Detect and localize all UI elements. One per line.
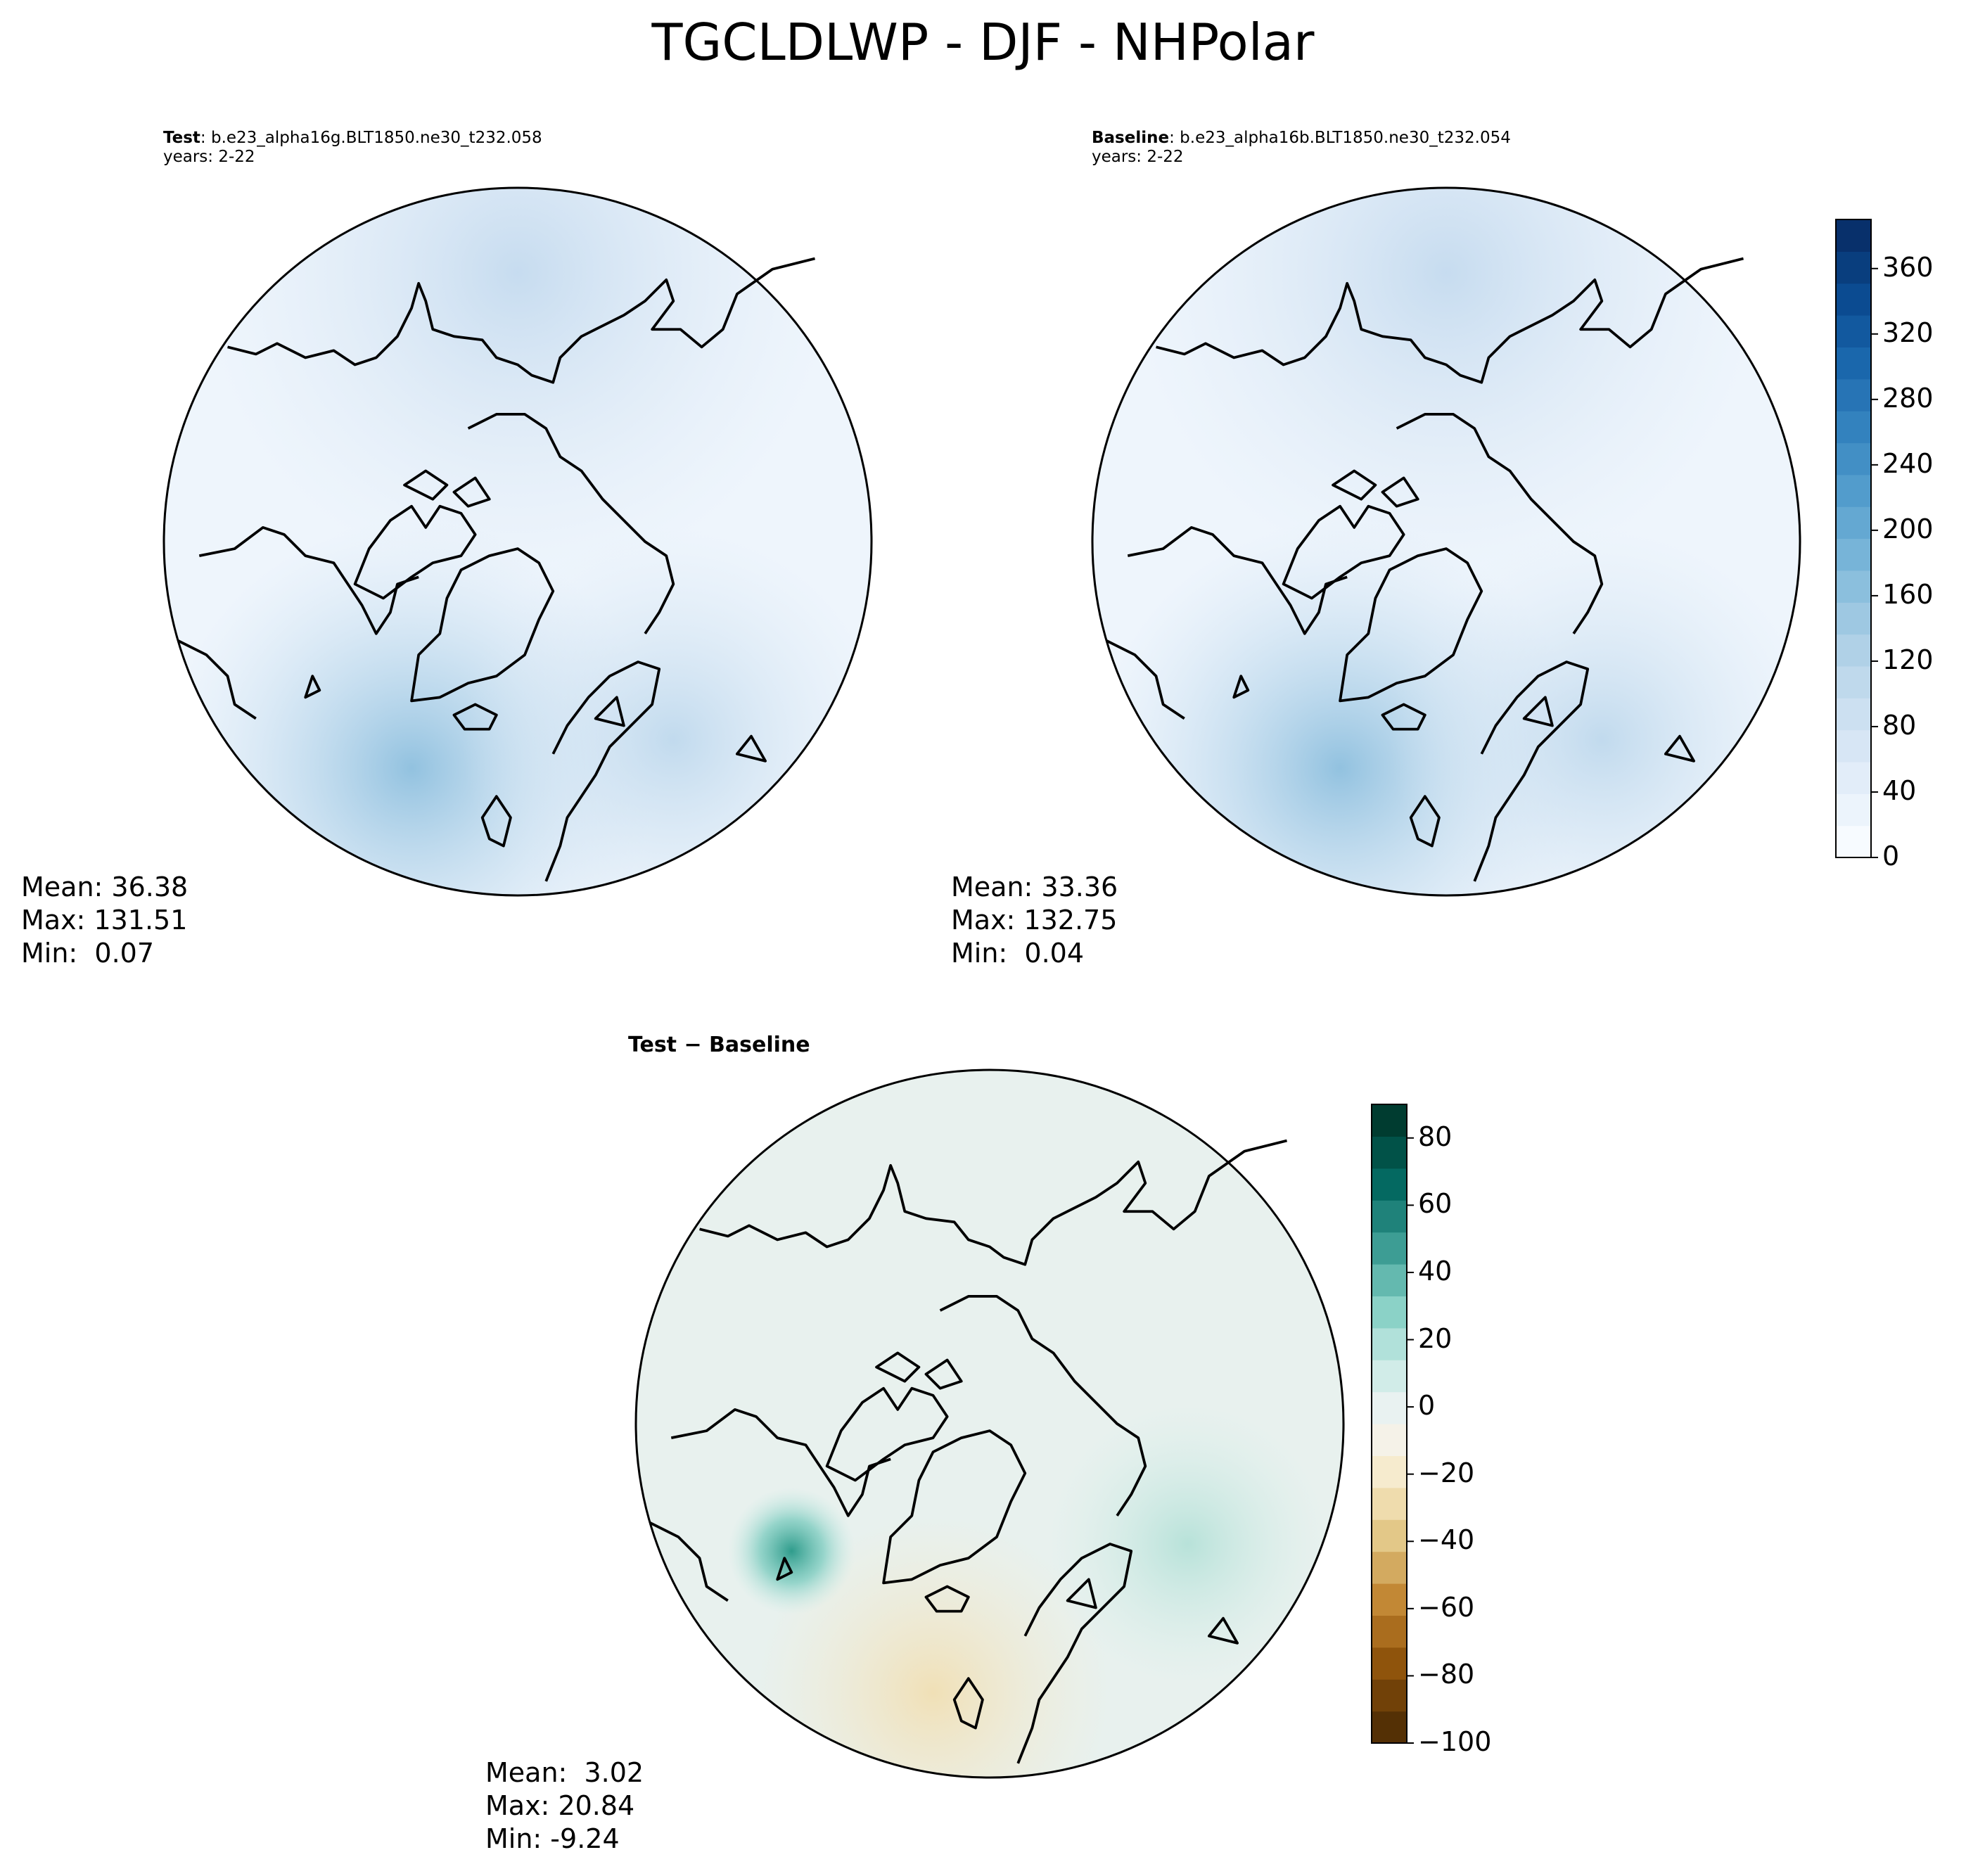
- test-label: Test: [163, 129, 200, 147]
- colorbar-segment: [1372, 1711, 1407, 1744]
- diff-map: [634, 1068, 1345, 1779]
- colorbar-tick-label: 120: [1882, 644, 1934, 675]
- colorbar-border: [1835, 219, 1872, 858]
- colorbar-segment: [1372, 1296, 1407, 1329]
- colorbar-segment: [1372, 1264, 1407, 1296]
- colorbar-tick-label: 80: [1418, 1121, 1453, 1152]
- figure-title: TGCLDLWP - DJF - NHPolar: [651, 13, 1315, 72]
- colorbar-segment: [1836, 729, 1871, 762]
- colorbar-tick-label: −40: [1418, 1524, 1475, 1556]
- baseline-years: years: 2-22: [1092, 148, 1184, 166]
- diff-max: Max: 20.84: [485, 1790, 635, 1821]
- colorbar-segment: [1836, 570, 1871, 603]
- colorbar-segment: [1836, 251, 1871, 284]
- colorbar-tick-label: 40: [1418, 1255, 1453, 1287]
- colorbar-segment: [1836, 219, 1871, 252]
- colorbar-border: [1371, 1104, 1408, 1744]
- colorbar-segment: [1836, 665, 1871, 698]
- colorbar-tick-label: −80: [1418, 1659, 1475, 1690]
- colorbar-segment: [1836, 442, 1871, 476]
- colorbar-tick-label: 0: [1418, 1390, 1436, 1422]
- test-mean: Mean: 36.38: [21, 872, 189, 902]
- baseline-stats: Mean: 33.36 Max: 132.75 Min: 0.04: [951, 871, 1118, 970]
- colorbar-segment: [1372, 1232, 1407, 1265]
- colorbar-segment: [1836, 634, 1871, 667]
- diff-panel-title: Test − Baseline: [628, 1033, 810, 1057]
- colorbar-tick-label: 0: [1882, 841, 1900, 872]
- colorbar-tick-label: 320: [1882, 317, 1934, 348]
- colorbar-segment: [1836, 347, 1871, 380]
- colorbar-absolute: [1835, 219, 1878, 858]
- colorbar-tick-label: 360: [1882, 251, 1934, 283]
- colorbar-segment: [1836, 698, 1871, 731]
- diff-mean: Mean: 3.02: [485, 1757, 644, 1788]
- colorbar-segment: [1836, 538, 1871, 571]
- colorbar-segment: [1836, 761, 1871, 794]
- colorbar-segment: [1836, 793, 1871, 827]
- colorbar-tick-label: −100: [1418, 1726, 1492, 1757]
- colorbar-segment: [1836, 378, 1871, 411]
- colorbar-segment: [1372, 1647, 1407, 1680]
- colorbar-tick-label: 40: [1882, 774, 1917, 806]
- test-min: Min: 0.07: [21, 938, 154, 969]
- baseline-min: Min: 0.04: [951, 938, 1084, 969]
- diff-stats: Mean: 3.02 Max: 20.84 Min: -9.24: [485, 1756, 644, 1856]
- colorbar-segment: [1836, 602, 1871, 635]
- diff-min: Min: -9.24: [485, 1823, 620, 1854]
- colorbar-segment: [1836, 825, 1871, 858]
- colorbar-segment: [1836, 474, 1871, 507]
- baseline-mean: Mean: 33.36: [951, 872, 1118, 902]
- baseline-label: Baseline: [1092, 129, 1170, 147]
- colorbar-tick-label: 200: [1882, 513, 1934, 544]
- colorbar-segment: [1372, 1200, 1407, 1233]
- colorbar-segment: [1372, 1583, 1407, 1616]
- colorbar-segment: [1836, 506, 1871, 540]
- colorbar-segment: [1372, 1455, 1407, 1488]
- colorbar-segment: [1372, 1679, 1407, 1712]
- colorbar-segment: [1372, 1104, 1407, 1137]
- colorbar-segment: [1372, 1551, 1407, 1584]
- colorbar-tick-label: 160: [1882, 578, 1934, 610]
- colorbar-segment: [1372, 1360, 1407, 1393]
- colorbar-tick-label: −20: [1418, 1457, 1475, 1488]
- colorbar-segment: [1372, 1327, 1407, 1360]
- colorbar-segment: [1372, 1168, 1407, 1201]
- baseline-map: [1091, 186, 1801, 897]
- colorbar-segment: [1836, 283, 1871, 316]
- test-stats: Mean: 36.38 Max: 131.51 Min: 0.07: [21, 871, 188, 970]
- baseline-max: Max: 132.75: [951, 905, 1118, 936]
- baseline-case-name: : b.e23_alpha16b.BLT1850.ne30_t232.054: [1169, 129, 1511, 147]
- colorbar-difference: [1371, 1104, 1414, 1744]
- colorbar-tick-label: 60: [1418, 1188, 1453, 1220]
- colorbar-segment: [1372, 1487, 1407, 1520]
- test-case-name: : b.e23_alpha16g.BLT1850.ne30_t232.058: [200, 129, 542, 147]
- colorbar-tick-label: 280: [1882, 382, 1934, 414]
- colorbar-tick-label: 20: [1418, 1322, 1453, 1354]
- colorbar-segment: [1372, 1615, 1407, 1648]
- colorbar-segment: [1372, 1391, 1407, 1424]
- colorbar-tick-label: 80: [1882, 709, 1917, 741]
- colorbar-segment: [1372, 1424, 1407, 1456]
- colorbar-segment: [1372, 1519, 1407, 1552]
- colorbar-segment: [1836, 411, 1871, 444]
- baseline-panel-title: Baseline: b.e23_alpha16b.BLT1850.ne30_t2…: [1092, 129, 1511, 167]
- colorbar-segment: [1836, 315, 1871, 347]
- test-max: Max: 131.51: [21, 905, 188, 936]
- test-map: [162, 186, 873, 897]
- test-years: years: 2-22: [163, 148, 255, 166]
- colorbar-tick-label: −60: [1418, 1591, 1475, 1623]
- colorbar-tick-label: 240: [1882, 447, 1934, 479]
- test-panel-title: Test: b.e23_alpha16g.BLT1850.ne30_t232.0…: [163, 129, 542, 167]
- colorbar-segment: [1372, 1136, 1407, 1169]
